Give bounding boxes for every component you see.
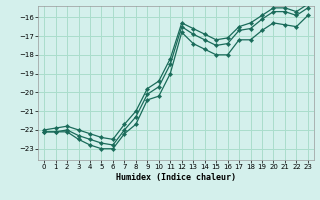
X-axis label: Humidex (Indice chaleur): Humidex (Indice chaleur)	[116, 173, 236, 182]
